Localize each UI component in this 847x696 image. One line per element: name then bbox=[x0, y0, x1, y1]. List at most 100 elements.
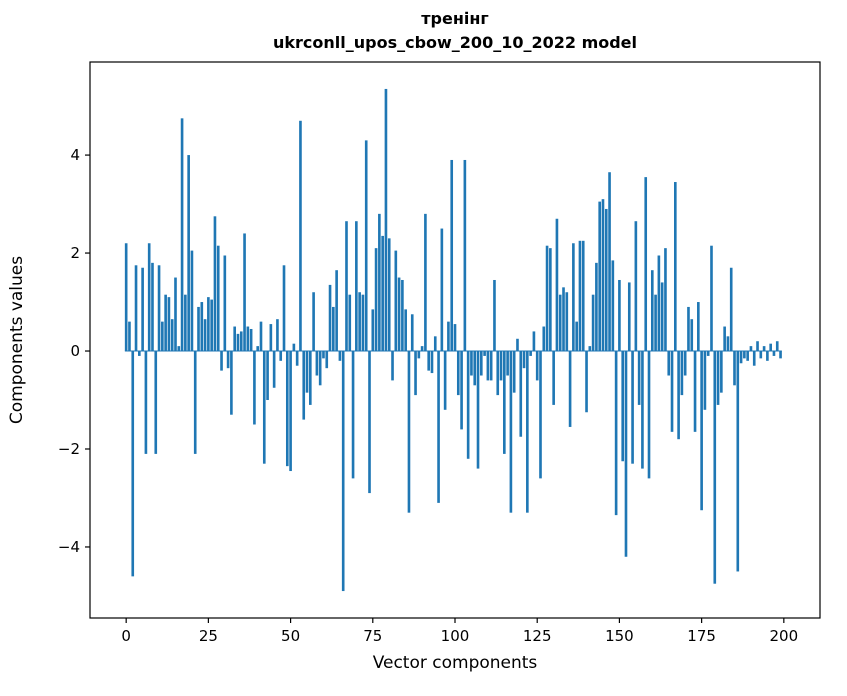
bar bbox=[397, 277, 401, 352]
bar bbox=[295, 351, 299, 366]
bar bbox=[318, 351, 322, 386]
bar bbox=[618, 279, 621, 352]
bar bbox=[180, 118, 184, 352]
bar bbox=[371, 309, 375, 352]
bar bbox=[404, 309, 407, 352]
bars-layer bbox=[124, 88, 782, 592]
bar bbox=[387, 238, 391, 352]
bar bbox=[239, 331, 243, 352]
bar bbox=[325, 351, 329, 369]
bar bbox=[558, 294, 562, 352]
bar bbox=[394, 250, 398, 352]
x-tick-label: 0 bbox=[121, 627, 131, 645]
bar bbox=[743, 351, 746, 359]
bar bbox=[164, 294, 167, 352]
bar bbox=[601, 199, 605, 352]
bar bbox=[549, 248, 552, 352]
bar bbox=[200, 302, 204, 352]
bar bbox=[650, 270, 654, 352]
bar bbox=[766, 351, 769, 361]
bar bbox=[197, 306, 200, 352]
x-tick-label: 175 bbox=[687, 627, 716, 645]
bar bbox=[654, 294, 657, 352]
bar bbox=[644, 177, 648, 352]
bar bbox=[503, 351, 506, 454]
bar bbox=[230, 351, 233, 415]
bar bbox=[407, 351, 411, 513]
bar bbox=[345, 221, 348, 352]
bar bbox=[266, 351, 269, 401]
bar bbox=[568, 351, 572, 427]
bar bbox=[289, 351, 292, 472]
bar bbox=[713, 351, 717, 584]
bar bbox=[262, 351, 266, 464]
bar bbox=[272, 351, 276, 388]
bar bbox=[322, 351, 325, 359]
bar bbox=[384, 88, 388, 352]
bar bbox=[213, 216, 217, 352]
bar bbox=[739, 351, 743, 364]
bar bbox=[690, 319, 694, 352]
bar bbox=[641, 351, 644, 469]
bar bbox=[496, 351, 500, 396]
bar bbox=[177, 346, 181, 352]
bar bbox=[578, 240, 582, 352]
bar bbox=[470, 351, 473, 376]
bar bbox=[374, 248, 378, 352]
bar bbox=[364, 140, 368, 352]
bar bbox=[552, 351, 555, 405]
bar bbox=[450, 159, 454, 352]
bar bbox=[269, 324, 273, 352]
y-axis-label: Components values bbox=[7, 256, 27, 424]
bar bbox=[720, 351, 723, 393]
bar bbox=[453, 324, 457, 352]
bar bbox=[769, 343, 772, 352]
bar bbox=[124, 243, 128, 352]
x-tick-label: 75 bbox=[363, 627, 382, 645]
bar bbox=[611, 260, 615, 352]
x-tick-label: 100 bbox=[441, 627, 470, 645]
bar bbox=[466, 351, 470, 459]
bar bbox=[170, 319, 174, 352]
bar bbox=[660, 282, 664, 352]
bar bbox=[437, 351, 440, 503]
bar bbox=[657, 255, 661, 352]
bar bbox=[368, 351, 371, 494]
bar bbox=[710, 245, 713, 352]
bar bbox=[246, 326, 250, 352]
bar bbox=[759, 351, 763, 359]
bar bbox=[355, 221, 358, 352]
bar bbox=[493, 279, 496, 352]
bar bbox=[624, 351, 628, 557]
bar bbox=[667, 351, 671, 376]
bar bbox=[292, 343, 296, 352]
bar bbox=[604, 208, 608, 352]
bar bbox=[598, 201, 601, 352]
bar bbox=[627, 282, 631, 352]
bar bbox=[637, 351, 641, 405]
bar bbox=[433, 336, 437, 352]
bar bbox=[479, 351, 483, 376]
bar bbox=[351, 351, 355, 479]
bar bbox=[746, 351, 749, 361]
bar bbox=[151, 262, 154, 352]
bar bbox=[647, 351, 651, 479]
bar bbox=[456, 351, 460, 396]
bar bbox=[447, 321, 450, 352]
bar bbox=[236, 333, 240, 352]
bar bbox=[154, 351, 158, 454]
bar bbox=[608, 172, 611, 352]
bar bbox=[358, 292, 361, 352]
chart-subtitle: ukrconll_upos_cbow_200_10_2022 model bbox=[273, 33, 637, 52]
bar bbox=[220, 351, 223, 371]
bar bbox=[614, 351, 618, 516]
bar bbox=[756, 341, 759, 352]
bar bbox=[460, 351, 463, 430]
bar bbox=[733, 351, 736, 386]
bar bbox=[210, 299, 213, 352]
bar bbox=[772, 351, 776, 356]
bar bbox=[410, 314, 414, 352]
bar bbox=[285, 351, 289, 467]
bar bbox=[141, 267, 144, 352]
